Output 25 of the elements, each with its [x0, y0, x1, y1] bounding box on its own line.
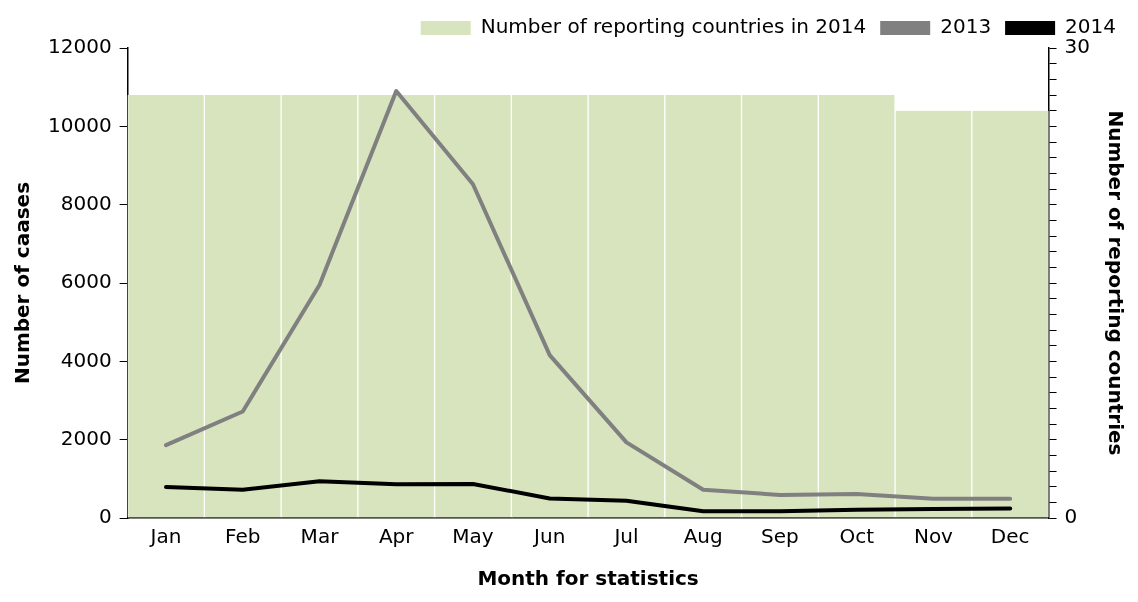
legend-label: 2013	[940, 14, 992, 39]
x-tick-label: Apr	[378, 524, 415, 549]
y-tick-label: 0	[98, 504, 112, 529]
y-axis-title: Number of caases	[10, 181, 35, 385]
y-tick-label: 8000	[60, 190, 112, 215]
x-tick-label: May	[452, 524, 494, 549]
x-tick-label: Sep	[761, 524, 799, 549]
y-tick-label: 2000	[60, 425, 112, 450]
x-tick-label: Nov	[913, 524, 954, 549]
x-tick-label: Dec	[990, 524, 1030, 549]
y2-tick-label: 0	[1064, 504, 1078, 529]
y-tick-label: 12000	[48, 34, 112, 59]
x-tick-label: Jul	[612, 524, 639, 549]
x-tick-label: Aug	[683, 524, 723, 549]
x-tick-label: Feb	[225, 524, 261, 549]
x-tick-label: Oct	[839, 524, 875, 549]
y-tick-label: 4000	[60, 347, 112, 372]
legend-label: Number of reporting countries in 2014	[480, 14, 867, 39]
y2-axis-title: Number of reporting countries	[1103, 110, 1128, 456]
x-tick-label: Jan	[148, 524, 182, 549]
y-tick-label: 10000	[48, 112, 112, 137]
x-tick-label: Jun	[532, 524, 566, 549]
y-tick-label: 6000	[60, 269, 112, 294]
x-tick-label: Mar	[300, 524, 340, 549]
x-axis-title: Month for statistics	[477, 566, 699, 591]
